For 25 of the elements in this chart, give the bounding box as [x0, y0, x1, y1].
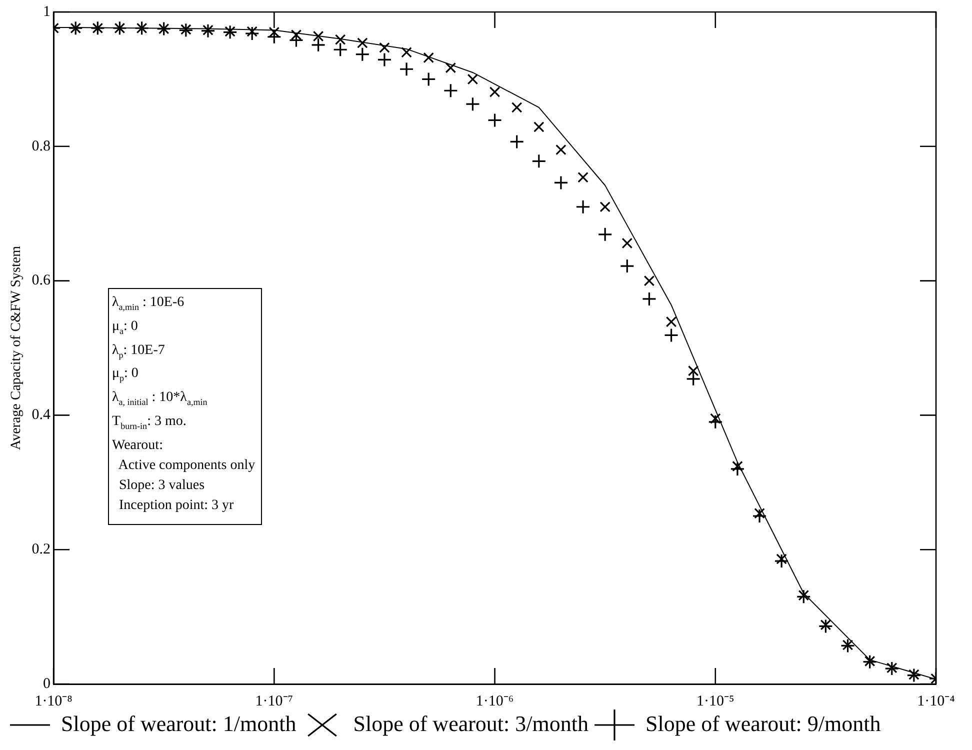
- y-tick-label: 0.4: [32, 407, 52, 424]
- annotation: Active components only: [118, 458, 256, 473]
- x-tick-label: 1·10⁻⁶: [476, 693, 514, 710]
- legend-label: Slope of wearout: 1/month: [61, 710, 296, 736]
- x-tick-label: 1·10⁻⁸: [34, 693, 72, 710]
- y-axis-title: Average Capacity of C&FW System: [9, 246, 24, 450]
- y-tick-label: 0.2: [32, 542, 51, 558]
- y-tick-label: 0: [43, 676, 51, 692]
- legend-label: Slope of wearout: 3/month: [353, 710, 588, 736]
- annotation: Inception point: 3 yr: [119, 498, 234, 513]
- annotation: λ$_{p}$: 10E-7: [112, 342, 165, 360]
- annotation: T$_{burn-in}$: 3 mo.: [112, 414, 186, 431]
- annotation: μ$_{a}$: 0: [112, 318, 138, 336]
- y-tick-label: 0.8: [32, 138, 51, 154]
- annotation: μ$_{p}$: 0: [112, 366, 138, 384]
- y-tick-label: 1: [43, 4, 51, 20]
- y-tick-label: 0.6: [32, 272, 52, 289]
- annotation: Wearout:: [112, 438, 163, 453]
- legend-label: Slope of wearout: 9/month: [645, 710, 881, 736]
- annotation: λ$_{a,min}$ : 10E-6: [112, 295, 184, 312]
- annotation: Slope: 3 values: [119, 478, 205, 493]
- x-tick-label: 1·10⁻⁵: [696, 693, 734, 710]
- annotation: λ$_{a, initial}$ : 10*λ$_{a,min}$: [112, 390, 208, 407]
- x-tick-label: 1·10⁻⁷: [255, 693, 294, 710]
- x-tick-label: 1·10⁻⁴: [917, 693, 955, 710]
